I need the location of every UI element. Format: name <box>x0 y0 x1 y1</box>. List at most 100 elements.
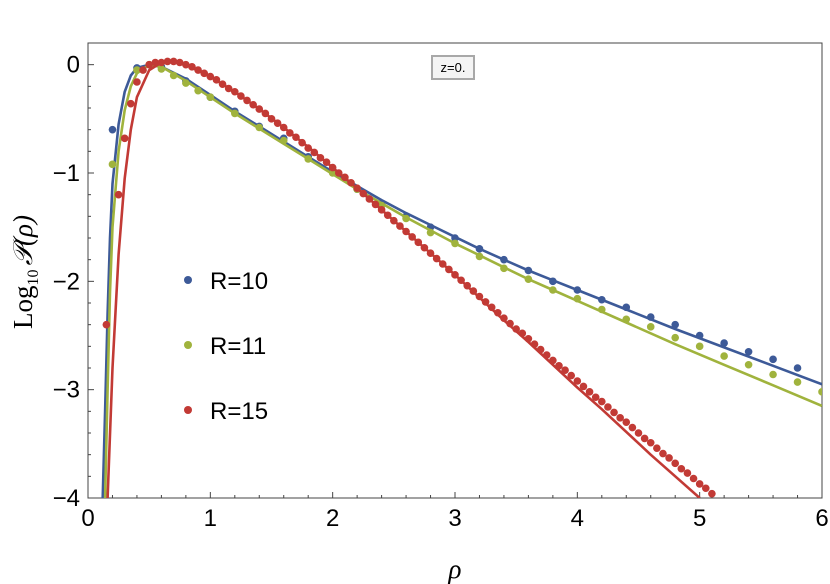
data-point <box>634 429 643 437</box>
data-point <box>689 474 698 483</box>
data-point <box>665 454 673 462</box>
data-point <box>671 320 679 329</box>
data-point <box>261 109 270 118</box>
data-point <box>622 303 631 312</box>
data-point <box>622 418 631 426</box>
data-point <box>304 155 313 163</box>
data-point <box>708 489 716 498</box>
data-point <box>818 388 822 396</box>
data-point <box>255 105 264 113</box>
axis-ticks: 0 1 2 3 4 5 6 0 −1 −2 −3 −4 <box>53 42 829 532</box>
data-point <box>108 160 117 169</box>
data-point <box>371 200 380 209</box>
data-point <box>744 347 753 356</box>
data-point <box>377 206 386 214</box>
data-point <box>341 173 349 182</box>
data-point <box>365 195 374 203</box>
data-point <box>231 87 239 96</box>
data-point <box>114 190 123 199</box>
data-point <box>396 222 404 230</box>
legend-label: R=15 <box>210 398 268 425</box>
y-axis-label-log: Log <box>8 285 38 329</box>
data-point <box>475 292 484 301</box>
data-point <box>175 58 184 67</box>
data-point <box>769 355 777 364</box>
data-point <box>475 252 484 261</box>
data-point <box>163 57 172 66</box>
y-tick-label: −2 <box>53 268 80 295</box>
data-point <box>206 72 215 81</box>
data-point <box>769 370 777 379</box>
data-point <box>671 333 679 342</box>
data-point <box>133 78 141 86</box>
data-point <box>598 397 606 406</box>
data-point <box>475 245 484 253</box>
data-point <box>598 305 606 314</box>
data-point <box>451 239 459 248</box>
data-point <box>573 377 582 385</box>
series-line <box>106 60 701 498</box>
data-point <box>322 158 331 166</box>
data-point <box>206 93 215 101</box>
data-point <box>720 339 728 347</box>
data-point <box>108 125 117 134</box>
x-tick-label: 6 <box>815 505 828 532</box>
data-point <box>793 378 802 386</box>
data-point <box>720 352 728 360</box>
data-point <box>530 340 539 348</box>
data-point <box>683 469 692 477</box>
data-point <box>542 351 551 359</box>
series-line <box>103 63 822 498</box>
data-point <box>573 294 582 303</box>
data-point <box>598 295 606 304</box>
data-point <box>469 287 478 295</box>
data-point <box>604 403 612 411</box>
data-point <box>616 414 624 422</box>
data-point <box>451 271 459 279</box>
data-point <box>500 255 508 264</box>
data-point <box>133 66 141 74</box>
data-point <box>512 325 520 333</box>
data-point <box>383 211 392 220</box>
x-tick-label: 3 <box>448 505 461 532</box>
data-point <box>127 99 135 108</box>
data-point <box>145 60 153 69</box>
data-point <box>426 249 435 257</box>
legend-marker <box>184 276 192 284</box>
x-tick-label: 1 <box>204 505 217 532</box>
data-point <box>481 298 490 306</box>
data-point <box>463 281 472 290</box>
data-point <box>402 214 410 223</box>
data-point <box>194 66 202 74</box>
data-point <box>334 169 343 177</box>
data-point <box>671 459 679 468</box>
x-axis-label: ρ <box>448 554 462 584</box>
data-point <box>622 315 631 324</box>
data-point <box>218 80 227 88</box>
data-point <box>579 382 588 391</box>
data-point <box>640 434 649 443</box>
data-point <box>151 58 160 67</box>
data-point <box>102 320 111 329</box>
legend-label: R=11 <box>210 333 266 360</box>
y-tick-label: −1 <box>53 160 80 187</box>
data-point <box>487 303 496 312</box>
data-point <box>646 313 655 321</box>
annotation-text: z=0. <box>441 60 466 75</box>
data-point <box>646 438 655 447</box>
data-point <box>298 138 306 147</box>
data-point <box>659 449 667 458</box>
data-point <box>182 79 190 87</box>
data-point <box>224 84 233 93</box>
data-point <box>573 286 582 294</box>
plot-frame <box>87 42 823 499</box>
data-point <box>286 129 294 137</box>
y-tick-label: 0 <box>67 52 80 79</box>
data-point <box>524 275 533 283</box>
data-point <box>555 362 563 370</box>
y-axis-label-main: 𝒫(ρ) <box>8 215 38 265</box>
data-point <box>646 323 655 331</box>
x-tick-label: 5 <box>693 505 706 532</box>
data-point <box>316 154 325 162</box>
